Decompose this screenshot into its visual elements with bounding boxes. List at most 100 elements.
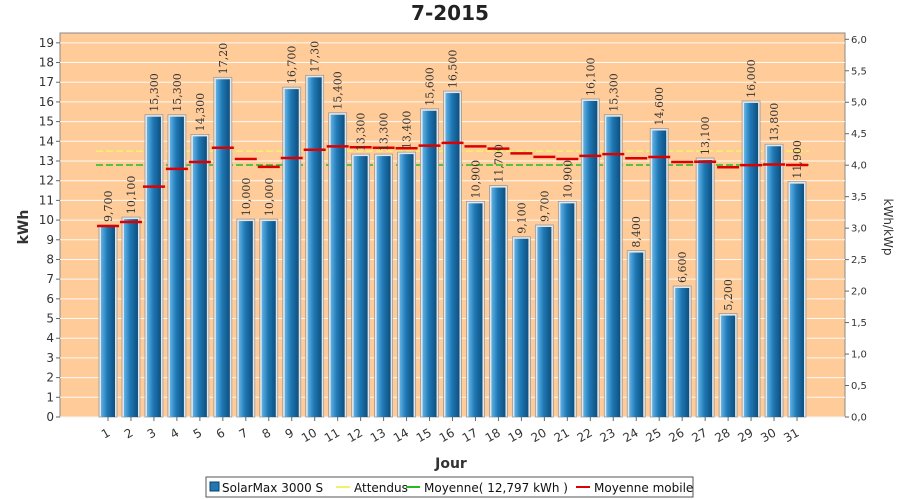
chart-title: 7-2015 <box>411 1 489 25</box>
y2-tick-label: 1,5 <box>851 318 867 329</box>
data-label: 10,100 <box>125 176 138 215</box>
y2-tick-label: 0,0 <box>851 413 867 424</box>
x-tick-label: 23 <box>598 425 618 445</box>
y-tick-label: 16 <box>39 95 54 109</box>
x-tick-label: 19 <box>506 425 526 445</box>
x-tick-label: 10 <box>299 425 319 445</box>
bar <box>353 156 368 418</box>
y-tick-label: 14 <box>39 134 54 148</box>
x-tick-label: 22 <box>575 425 595 445</box>
x-tick-label: 26 <box>666 425 686 445</box>
bar <box>215 79 230 418</box>
legend-swatch-bar <box>209 481 220 492</box>
bar <box>468 203 483 417</box>
bar <box>606 116 621 417</box>
y2-tick-label: 2,5 <box>851 255 867 266</box>
x-tick-label: 5 <box>191 425 205 441</box>
y-tick-label: 19 <box>39 36 54 50</box>
bar <box>123 219 138 417</box>
x-tick-label: 24 <box>620 425 640 445</box>
data-label: 15,300 <box>607 73 620 112</box>
bar <box>721 315 736 417</box>
data-label: 6,600 <box>676 252 689 284</box>
data-label: 10,000 <box>240 178 253 216</box>
bar <box>767 146 782 417</box>
x-tick-label: 21 <box>552 425 572 445</box>
x-tick-label: 25 <box>643 425 663 445</box>
x-tick-label: 17 <box>460 425 480 445</box>
y-tick-label: 7 <box>46 272 54 286</box>
y-tick-label: 2 <box>46 371 54 385</box>
x-tick-label: 9 <box>283 425 297 441</box>
bar <box>169 116 184 417</box>
data-label: 16,700 <box>286 46 299 85</box>
x-tick-label: 13 <box>368 425 388 445</box>
x-tick-label: 15 <box>414 425 434 445</box>
data-label: 10,900 <box>561 160 574 199</box>
data-label: 13,300 <box>355 113 368 152</box>
bar <box>675 288 690 417</box>
y-tick-label: 13 <box>39 154 54 168</box>
data-label: 15,400 <box>332 71 345 110</box>
data-label: 15,300 <box>171 73 184 112</box>
data-label: 9,700 <box>102 190 115 222</box>
x-tick-label: 20 <box>529 425 549 445</box>
bar <box>537 226 552 417</box>
data-label: 5,200 <box>722 279 735 311</box>
legend-item-attendus: Attendus <box>354 481 408 495</box>
bars <box>98 74 807 418</box>
bar <box>560 203 575 417</box>
x-axis-title: Jour <box>434 456 467 472</box>
y2-tick-label: 6,0 <box>851 35 867 46</box>
x-tick-label: 4 <box>168 425 182 441</box>
y-tick-label: 11 <box>39 193 54 207</box>
bar <box>101 226 115 417</box>
data-label: 9,100 <box>515 202 528 234</box>
data-label: 13,800 <box>768 103 781 142</box>
x-tick-label: 1 <box>99 425 113 441</box>
y2-axis-ticks: 0,0 0,5 1,0 1,5 2,0 2,5 3,0 3,5 4,0 4,5 5,0 5,5 6,0 <box>845 35 867 424</box>
y2-tick-label: 2,0 <box>851 287 867 298</box>
x-tick-label: 18 <box>483 425 503 445</box>
y-tick-label: 5 <box>46 312 54 326</box>
bar <box>261 221 276 417</box>
data-label: 15,300 <box>148 73 161 112</box>
data-label: 9,700 <box>538 190 551 222</box>
y-tick-label: 8 <box>46 252 54 266</box>
y2-tick-label: 5,5 <box>851 66 867 77</box>
y-tick-label: 12 <box>39 174 54 188</box>
y2-tick-label: 0,5 <box>851 381 867 392</box>
x-tick-label: 14 <box>391 425 411 445</box>
bar <box>652 130 667 417</box>
legend-item-solarmax: SolarMax 3000 S <box>222 481 323 495</box>
y2-tick-label: 4,0 <box>851 161 867 172</box>
data-label: 17,20 <box>217 43 230 74</box>
bar <box>744 102 759 417</box>
legend: SolarMax 3000 S Attendus Moyenne( 12,797… <box>205 476 694 498</box>
x-tick-label: 31 <box>781 425 801 445</box>
y-tick-label: 17 <box>39 75 54 89</box>
bar <box>445 93 460 418</box>
bar <box>146 116 161 417</box>
data-label: 11,900 <box>791 140 804 179</box>
bar <box>422 110 437 418</box>
data-label: 14,300 <box>194 93 207 132</box>
x-tick-label: 11 <box>322 425 342 445</box>
x-tick-label: 30 <box>758 425 778 445</box>
x-tick-label: 8 <box>260 425 274 441</box>
bar <box>790 183 804 417</box>
bar <box>238 221 253 417</box>
data-label: 14,600 <box>653 87 666 126</box>
bar <box>629 252 644 417</box>
data-label: 13,400 <box>401 111 414 150</box>
data-label: 16,500 <box>447 50 460 89</box>
legend-item-moyenne: Moyenne( 12,797 kWh ) <box>424 481 568 495</box>
x-axis-ticks: 1 2 3 4 5 6 7 8 9 10 11 12 13 14 15 16 17 18 19 20 21 22 23 24 2… <box>99 417 802 445</box>
x-tick-label: 27 <box>689 425 709 445</box>
y-tick-label: 1 <box>46 390 54 404</box>
y2-axis-title: kWh/kWp <box>881 199 895 256</box>
y-tick-label: 18 <box>39 56 54 70</box>
x-tick-label: 2 <box>122 425 136 441</box>
legend-box <box>205 476 694 498</box>
